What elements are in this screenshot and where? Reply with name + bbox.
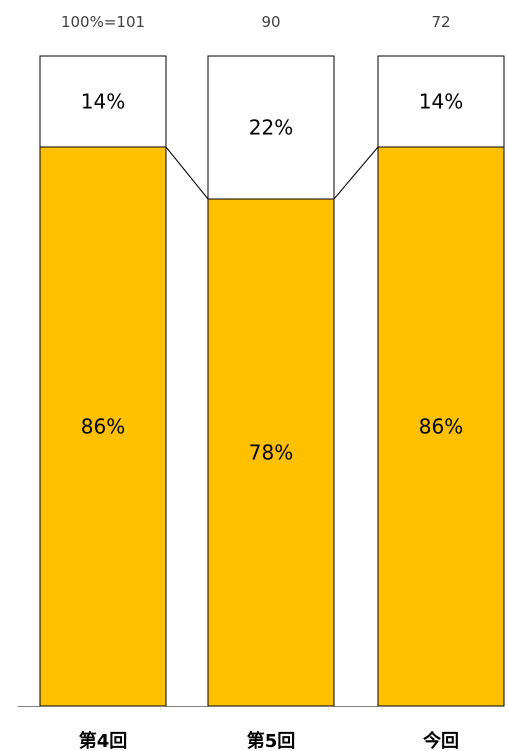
- segment-label: 14%: [81, 90, 125, 114]
- bar-segment-1-3: [377, 146, 505, 707]
- category-label-3: 今回: [423, 730, 459, 751]
- connector-line-2: [333, 146, 379, 200]
- segment-label: 86%: [419, 415, 463, 439]
- category-label-1: 第4回: [79, 730, 128, 751]
- bar-segment-2-2: [207, 55, 335, 200]
- bar-segment-2-1: [39, 55, 167, 148]
- segment-label: 86%: [81, 415, 125, 439]
- segment-label: 78%: [249, 441, 293, 465]
- segment-labels-group: 86% 14% 78% 22% 86% 14%: [81, 90, 463, 465]
- segment-label: 14%: [419, 90, 463, 114]
- bar-segment-2-3: [377, 55, 505, 148]
- connector-lines: [165, 146, 379, 200]
- category-label-2: 第5回: [247, 730, 296, 751]
- segment-label: 22%: [249, 116, 293, 140]
- category-labels-group: 第4回 第5回 今回: [79, 730, 459, 751]
- total-labels-group: 100%=101 90 72: [61, 13, 451, 31]
- bars-group: [39, 55, 505, 707]
- bar-segment-1-2: [207, 198, 335, 707]
- total-label-2: 90: [261, 13, 280, 31]
- total-label-3: 72: [431, 13, 450, 31]
- bar-segment-1-1: [39, 146, 167, 707]
- total-label-1: 100%=101: [61, 13, 145, 31]
- connector-line-1: [165, 146, 209, 200]
